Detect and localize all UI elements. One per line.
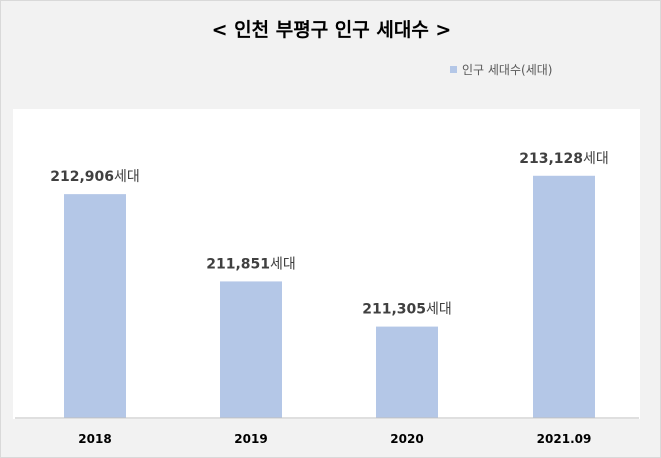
- legend: 인구 세대수(세대): [450, 61, 552, 78]
- legend-swatch: [450, 66, 457, 73]
- bar-2019: [220, 281, 282, 418]
- x-tick-2018: 2018: [78, 432, 111, 446]
- bar-2020: [376, 326, 438, 418]
- legend-label: 인구 세대수(세대): [462, 63, 553, 77]
- data-label-2018: 212,906세대: [50, 169, 140, 185]
- x-tick-2019: 2019: [234, 432, 267, 446]
- x-tick-2020: 2020: [390, 432, 423, 446]
- x-tick-2021.09: 2021.09: [537, 432, 592, 446]
- data-label-2019: 211,851세대: [206, 256, 296, 272]
- bar-2018: [64, 194, 126, 418]
- chart-title: < 인천 부평구 인구 세대수 >: [211, 19, 452, 41]
- bar-2021.09: [533, 175, 595, 418]
- data-label-2020: 211,305세대: [362, 302, 452, 318]
- data-label-2021.09: 213,128세대: [519, 151, 609, 167]
